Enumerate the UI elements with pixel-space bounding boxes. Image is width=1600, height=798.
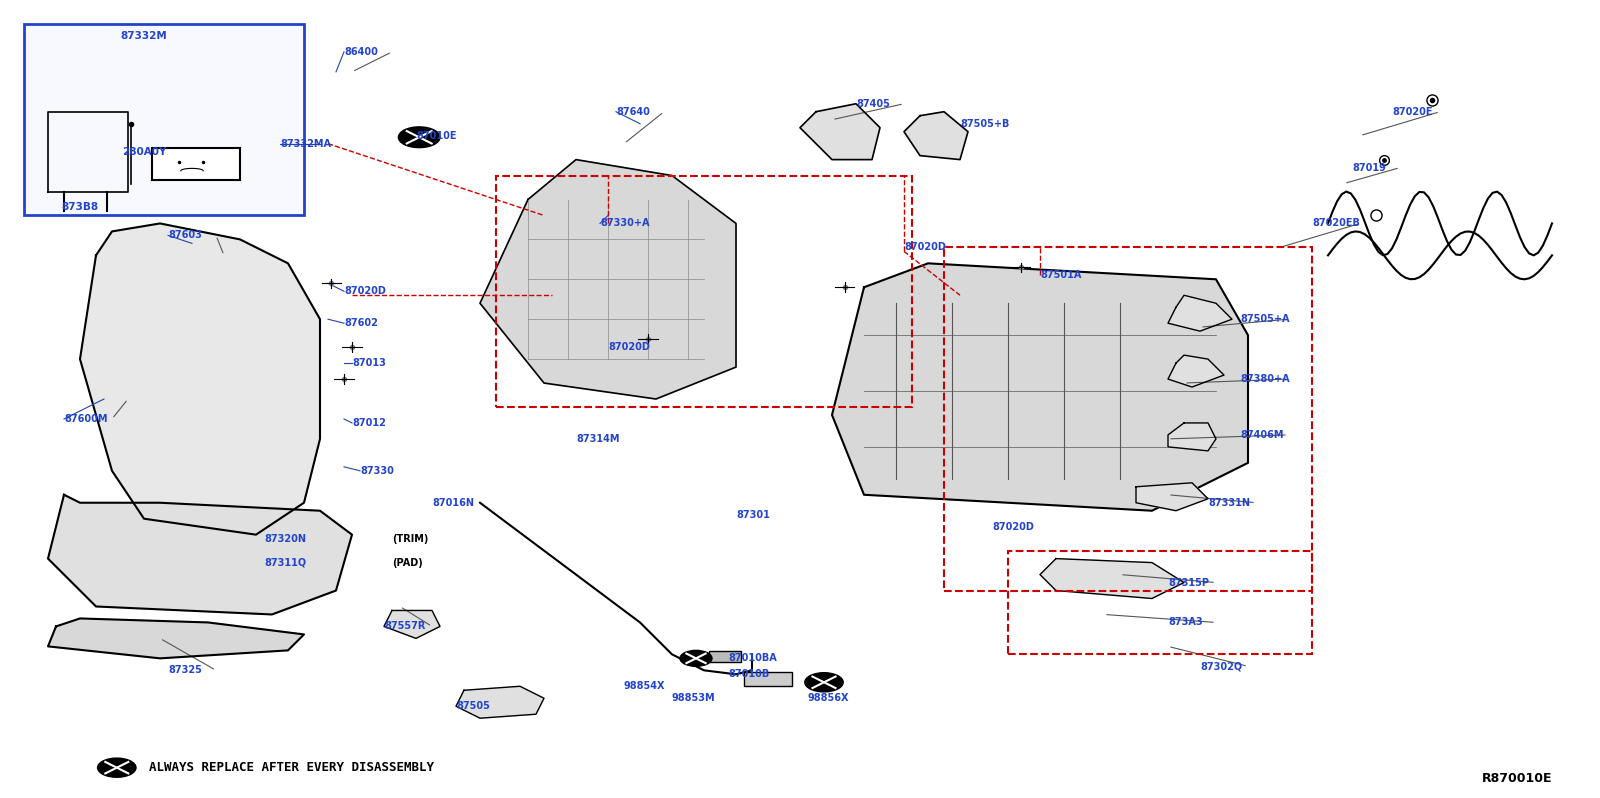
Text: 87640: 87640 — [616, 107, 650, 117]
Text: 87331N: 87331N — [1208, 498, 1250, 508]
Text: 87603: 87603 — [168, 231, 202, 240]
Polygon shape — [456, 686, 544, 718]
Bar — [944, 247, 1312, 591]
Text: 87013: 87013 — [352, 358, 386, 368]
Polygon shape — [832, 263, 1248, 511]
Text: 87600M: 87600M — [64, 414, 107, 424]
Text: 87557R: 87557R — [384, 622, 426, 631]
Text: 87012: 87012 — [352, 418, 386, 428]
Text: ALWAYS REPLACE AFTER EVERY DISASSEMBLY: ALWAYS REPLACE AFTER EVERY DISASSEMBLY — [149, 761, 434, 774]
Text: 87320N: 87320N — [264, 534, 306, 543]
Text: 87302Q: 87302Q — [1200, 662, 1242, 671]
Polygon shape — [384, 610, 440, 638]
Polygon shape — [48, 618, 304, 658]
Bar — [152, 148, 240, 180]
Bar — [709, 651, 741, 662]
Circle shape — [680, 650, 712, 666]
Text: 87501A: 87501A — [1040, 271, 1082, 280]
Text: (TRIM): (TRIM) — [392, 534, 429, 543]
Text: 87315P: 87315P — [1168, 578, 1210, 587]
Polygon shape — [80, 223, 320, 535]
Text: 87332M: 87332M — [120, 31, 168, 41]
Text: 87020E: 87020E — [1392, 107, 1432, 117]
Text: 87330+A: 87330+A — [600, 219, 650, 228]
Text: 87602: 87602 — [344, 318, 378, 328]
Polygon shape — [800, 104, 880, 160]
FancyBboxPatch shape — [24, 24, 304, 215]
Bar — [1008, 551, 1312, 654]
Text: 86400: 86400 — [344, 47, 378, 57]
Text: 87314M: 87314M — [576, 434, 619, 444]
Text: 87325: 87325 — [168, 666, 202, 675]
Text: 87016N: 87016N — [432, 498, 474, 508]
Text: 280A0Y: 280A0Y — [122, 147, 166, 156]
Text: 87020D: 87020D — [992, 522, 1034, 531]
Polygon shape — [48, 495, 352, 614]
Text: 87301: 87301 — [736, 510, 770, 519]
Text: 87020D: 87020D — [608, 342, 650, 352]
Text: 87330: 87330 — [360, 466, 394, 476]
Text: 87505: 87505 — [456, 701, 490, 711]
Polygon shape — [1168, 355, 1224, 387]
Text: R870010E: R870010E — [1482, 772, 1552, 784]
Text: 87020D: 87020D — [904, 243, 946, 252]
Bar — [496, 176, 912, 407]
Polygon shape — [1168, 423, 1216, 451]
Circle shape — [805, 673, 843, 692]
Text: 87505+B: 87505+B — [960, 119, 1010, 128]
Text: 87010B: 87010B — [728, 670, 770, 679]
Text: 87505+A: 87505+A — [1240, 314, 1290, 324]
Text: 87405: 87405 — [856, 99, 890, 109]
Polygon shape — [480, 160, 736, 399]
Text: 873B8: 873B8 — [61, 203, 99, 212]
Text: 87020D: 87020D — [344, 286, 386, 296]
Text: 87010E: 87010E — [416, 131, 456, 140]
Polygon shape — [904, 112, 968, 160]
Text: 87010BA: 87010BA — [728, 654, 776, 663]
Text: 87406M: 87406M — [1240, 430, 1283, 440]
Polygon shape — [1136, 483, 1208, 511]
Text: 98856X: 98856X — [808, 693, 850, 703]
Text: 87380+A: 87380+A — [1240, 374, 1290, 384]
Text: 873A3: 873A3 — [1168, 618, 1203, 627]
Text: 98853M: 98853M — [672, 693, 715, 703]
Text: 87019: 87019 — [1352, 163, 1386, 172]
Bar — [744, 672, 792, 686]
Text: 87332MA: 87332MA — [280, 139, 331, 148]
Text: 87020EB: 87020EB — [1312, 219, 1360, 228]
Text: 87311Q: 87311Q — [264, 558, 306, 567]
Polygon shape — [1168, 295, 1232, 331]
Text: (PAD): (PAD) — [392, 558, 422, 567]
Circle shape — [398, 127, 440, 148]
Text: 98854X: 98854X — [624, 681, 666, 691]
Polygon shape — [1040, 559, 1184, 598]
Circle shape — [98, 758, 136, 777]
